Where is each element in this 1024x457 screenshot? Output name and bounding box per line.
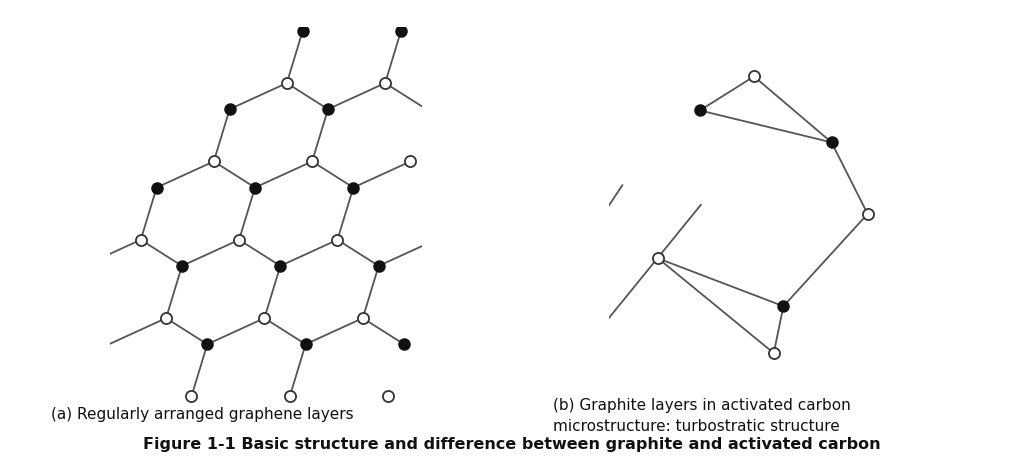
Text: (a) Regularly arranged graphene layers: (a) Regularly arranged graphene layers xyxy=(51,407,354,422)
Text: (b) Graphite layers in activated carbon
microstructure: turbostratic structure: (b) Graphite layers in activated carbon … xyxy=(553,398,851,434)
Text: Figure 1-1 Basic structure and difference between graphite and activated carbon: Figure 1-1 Basic structure and differenc… xyxy=(143,437,881,452)
